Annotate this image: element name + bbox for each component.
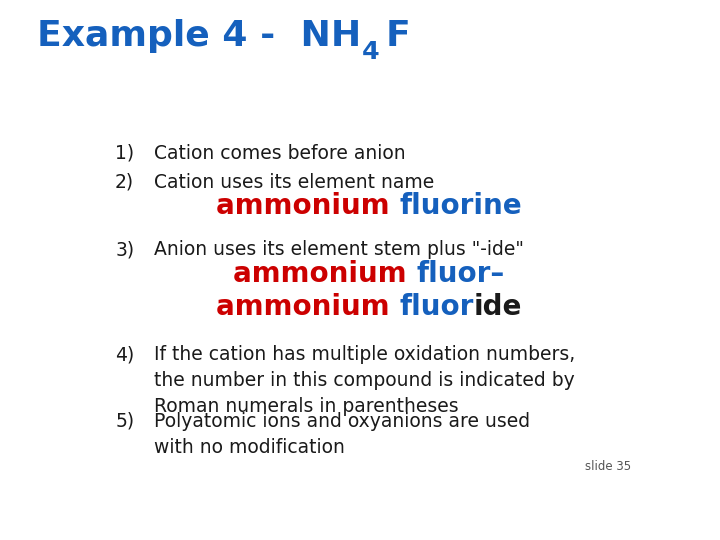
Text: ide: ide [474,293,522,321]
Text: 1): 1) [115,144,134,163]
Text: fluorine: fluorine [400,192,522,220]
Text: the number in this compound is indicated by: the number in this compound is indicated… [154,371,575,390]
Text: 2): 2) [115,173,134,192]
Text: fluor: fluor [400,293,474,321]
Text: fluor–: fluor– [416,260,505,287]
Text: Cation uses its element name: Cation uses its element name [154,173,434,192]
Text: 4: 4 [361,40,379,64]
Text: 3): 3) [115,240,134,259]
Text: ammonium: ammonium [216,293,400,321]
Text: 4): 4) [115,346,135,365]
Text: with no modification: with no modification [154,438,345,457]
Text: slide 35: slide 35 [585,460,631,473]
Text: Anion uses its element stem plus "-ide": Anion uses its element stem plus "-ide" [154,240,524,259]
Text: ammonium: ammonium [216,192,400,220]
Text: F: F [385,19,410,53]
Text: Example 4 -  NH: Example 4 - NH [37,19,361,53]
Text: ammonium: ammonium [233,260,416,287]
Text: If the cation has multiple oxidation numbers,: If the cation has multiple oxidation num… [154,346,575,365]
Text: Roman numerals in parentheses: Roman numerals in parentheses [154,397,459,416]
Text: 5): 5) [115,412,134,431]
Text: Polyatomic ions and oxyanions are used: Polyatomic ions and oxyanions are used [154,412,531,431]
Text: Cation comes before anion: Cation comes before anion [154,144,406,163]
